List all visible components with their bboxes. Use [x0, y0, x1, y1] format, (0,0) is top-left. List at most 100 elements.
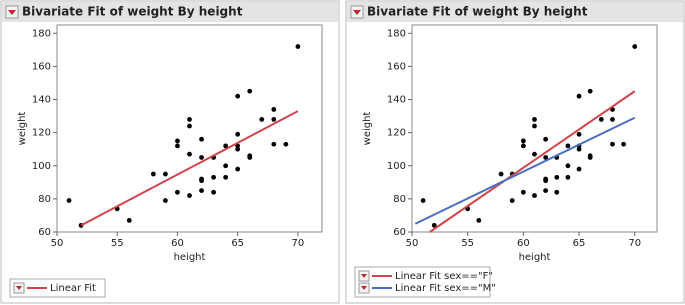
y-tick-label: 160	[32, 61, 51, 72]
y-tick-label: 120	[387, 128, 406, 139]
point	[520, 189, 526, 195]
x-tick-label: 50	[51, 238, 64, 249]
point	[175, 143, 180, 149]
point	[621, 141, 626, 147]
point	[431, 222, 437, 228]
y-tick-label: 100	[387, 161, 406, 172]
y-tick-label: 60	[393, 227, 406, 238]
y-axis-label: weight	[362, 112, 373, 146]
point	[187, 116, 192, 122]
point	[187, 151, 192, 157]
y-tick-label: 80	[38, 194, 51, 205]
x-tick-label: 55	[461, 238, 474, 249]
legend-menu-icon	[16, 286, 22, 290]
point	[598, 116, 604, 122]
fit-line	[80, 110, 299, 227]
x-tick-label: 60	[171, 238, 184, 249]
point	[520, 143, 526, 149]
point	[532, 116, 537, 122]
y-tick-label: 60	[38, 227, 51, 238]
point	[187, 123, 192, 129]
menu-icon	[353, 10, 361, 15]
point	[554, 174, 560, 180]
legend-menu-icon	[361, 286, 367, 290]
legend-box	[354, 266, 491, 298]
point	[271, 116, 277, 122]
x-axis-label: height	[174, 252, 206, 263]
point	[565, 174, 571, 180]
point	[543, 178, 549, 184]
point	[211, 189, 216, 195]
y-tick-label: 180	[387, 28, 406, 39]
point	[587, 155, 593, 160]
point	[211, 174, 216, 180]
point	[259, 116, 265, 122]
point	[532, 193, 537, 198]
point	[565, 143, 571, 149]
point	[543, 155, 549, 160]
point	[565, 163, 571, 169]
fit-line	[429, 90, 636, 233]
point	[247, 88, 253, 94]
point	[576, 146, 582, 152]
y-tick-label: 160	[387, 61, 406, 72]
x-axis-label: height	[519, 252, 551, 263]
point	[223, 163, 229, 169]
point	[295, 44, 301, 49]
x-tick-label: 55	[111, 238, 124, 249]
point	[126, 218, 132, 223]
point	[498, 171, 504, 177]
point	[576, 93, 582, 99]
x-tick-label: 70	[292, 238, 305, 249]
legend-menu-icon	[361, 274, 367, 278]
plot-area	[411, 24, 658, 233]
point	[576, 166, 582, 172]
title-bar	[347, 2, 683, 22]
point	[587, 88, 593, 94]
fit-line	[414, 116, 636, 225]
point	[247, 155, 253, 160]
point	[235, 131, 241, 137]
point	[66, 198, 72, 203]
point	[420, 198, 426, 203]
point	[520, 138, 526, 144]
panel-title: Bivariate Fit of weight By height	[22, 5, 243, 19]
y-tick-label: 100	[32, 161, 51, 172]
point	[199, 136, 204, 142]
title-bar	[2, 2, 338, 22]
panel-title: Bivariate Fit of weight By height	[367, 5, 588, 19]
point	[199, 155, 204, 160]
point	[576, 131, 582, 137]
plot-area	[56, 24, 323, 233]
point	[199, 188, 204, 194]
point	[271, 107, 277, 112]
point	[175, 138, 180, 144]
x-tick-label: 60	[517, 238, 530, 249]
point	[532, 123, 537, 129]
point	[632, 44, 638, 49]
point	[223, 174, 229, 180]
legend-label: Linear Fit sex=="M"	[395, 283, 496, 294]
point	[187, 193, 192, 198]
x-tick-label: 70	[628, 238, 641, 249]
point	[163, 171, 168, 177]
point	[223, 143, 229, 149]
x-tick-label: 65	[231, 238, 244, 249]
y-tick-label: 180	[32, 28, 51, 39]
menu-icon	[8, 10, 16, 15]
point	[175, 189, 180, 195]
legend-label: Linear Fit	[50, 283, 96, 294]
point	[543, 136, 549, 142]
point	[163, 198, 168, 203]
legend-box	[9, 278, 106, 298]
point	[610, 116, 615, 122]
point	[532, 151, 537, 157]
point	[235, 146, 241, 152]
point	[283, 141, 289, 147]
point	[554, 189, 560, 195]
x-tick-label: 50	[406, 238, 419, 249]
point	[199, 178, 204, 184]
x-tick-label: 65	[573, 238, 586, 249]
legend-label: Linear Fit sex=="F"	[395, 271, 493, 282]
